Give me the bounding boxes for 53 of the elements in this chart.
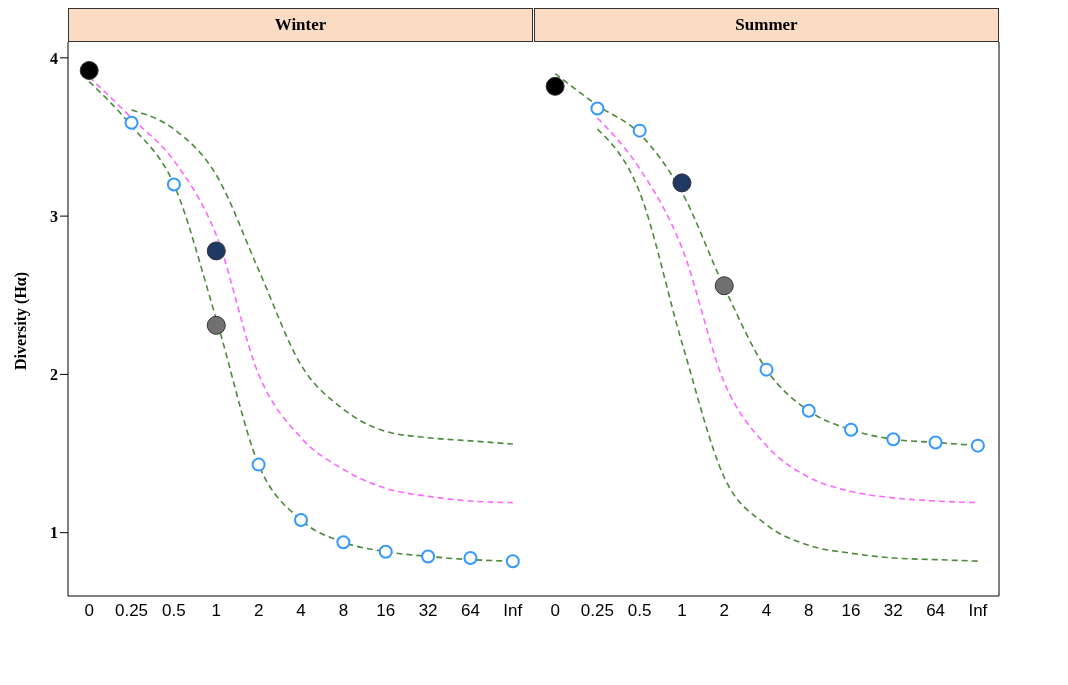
point (632, 123, 647, 138)
point (79, 60, 99, 80)
x-tick-label: 0 (84, 601, 94, 621)
x-tick-label: 64 (926, 601, 946, 621)
point (672, 173, 692, 193)
y-tick-label: 2 (50, 366, 58, 384)
x-tick-label: 0.25 (115, 601, 149, 621)
point (801, 403, 816, 418)
point (463, 551, 478, 566)
y-tick-label: 4 (50, 49, 58, 67)
point (294, 513, 308, 528)
point (166, 177, 181, 192)
point (714, 276, 734, 296)
point (505, 554, 520, 569)
point (206, 241, 226, 261)
x-tick-label: 4 (296, 601, 306, 621)
point (970, 438, 985, 453)
x-tick-label: 0.25 (580, 601, 614, 621)
x-tick-label: Inf (968, 601, 988, 621)
point (336, 535, 351, 550)
point (421, 549, 436, 564)
point (378, 544, 393, 559)
line-series (130, 109, 514, 445)
point (886, 432, 901, 447)
point (545, 76, 565, 96)
x-tick-label: 2 (253, 601, 264, 621)
chart-title: Summer (534, 8, 999, 42)
y-tick-label: 3 (50, 207, 58, 225)
point (844, 422, 859, 437)
x-tick-label: 8 (338, 601, 349, 621)
x-tick-label: 32 (418, 601, 438, 621)
x-tick-label: 8 (804, 601, 814, 621)
x-tick-label: 1 (211, 601, 222, 621)
point (251, 457, 266, 472)
x-tick-label: 0.5 (627, 601, 652, 621)
x-tick-label: 0 (550, 601, 560, 621)
x-tick-label: 1 (677, 601, 687, 621)
point (759, 362, 774, 377)
point (124, 115, 139, 130)
y-tick-label: 1 (50, 524, 58, 542)
x-tick-label: 16 (841, 601, 861, 621)
x-tick-label: 4 (761, 601, 772, 621)
y-axis-title: Diversity (Hα) (12, 271, 31, 370)
chart-title: Winter (68, 8, 533, 42)
x-tick-label: 2 (719, 601, 729, 621)
x-tick-label: 16 (376, 601, 396, 621)
x-tick-label: 32 (883, 601, 903, 621)
x-tick-label: 64 (460, 601, 480, 621)
x-tick-label: Inf (503, 601, 523, 621)
point (590, 101, 605, 116)
x-tick-label: 0.5 (162, 601, 186, 621)
point (206, 315, 226, 335)
point (928, 435, 943, 450)
